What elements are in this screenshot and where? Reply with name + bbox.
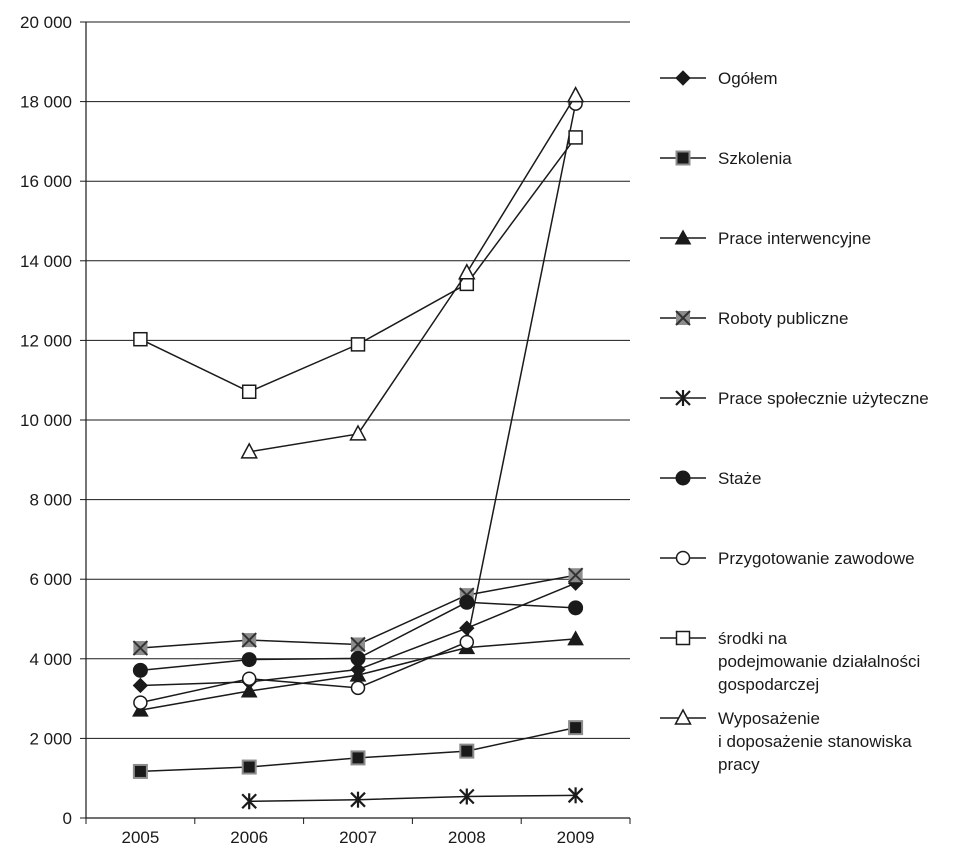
data-point	[132, 763, 148, 779]
y-tick-label: 4 000	[29, 650, 72, 669]
series-6	[133, 96, 583, 710]
legend-label: środki na	[718, 629, 788, 648]
data-series	[132, 86, 585, 810]
series-line	[249, 95, 577, 453]
legend-label: Roboty publiczne	[718, 309, 848, 328]
series-line	[140, 103, 577, 704]
series-3	[132, 567, 584, 656]
data-point	[459, 743, 475, 759]
legend-label: Ogółem	[718, 69, 778, 88]
series-line	[140, 574, 576, 649]
series-line	[249, 794, 576, 803]
legend-entry: Staże	[660, 469, 761, 488]
series-line	[140, 136, 577, 393]
data-point	[241, 793, 257, 810]
x-tick-label: 2009	[557, 828, 595, 847]
data-point	[568, 130, 583, 145]
data-point	[133, 331, 148, 347]
x-tick-label: 2005	[121, 828, 159, 847]
series-7	[133, 130, 583, 399]
legend-entry: środki na podejmowanie działalności gospod…	[660, 629, 920, 694]
data-point	[350, 650, 366, 666]
series-8	[240, 86, 585, 459]
series-4	[241, 787, 584, 810]
data-point	[674, 229, 692, 245]
y-tick-label: 2 000	[29, 729, 72, 748]
x-tick-label: 2007	[339, 828, 377, 847]
legend-label: podejmowanie działalności	[718, 652, 920, 671]
legend-entry: Prace interwencyjne	[660, 229, 871, 248]
legend-label: Szkolenia	[718, 149, 792, 168]
legend-entry: Wyposażenie i doposażenie stanowiska pracy	[660, 708, 912, 774]
data-point	[133, 695, 148, 710]
legend-entry: Ogółem	[660, 69, 778, 88]
legend-label: Przygotowanie zawodowe	[718, 549, 915, 568]
data-point	[674, 708, 692, 725]
y-tick-label: 16 000	[20, 172, 72, 191]
data-point	[567, 630, 584, 646]
data-point	[675, 70, 691, 86]
data-point	[459, 594, 475, 610]
legend-label: pracy	[718, 755, 760, 774]
data-point	[349, 424, 367, 441]
data-point	[459, 788, 475, 805]
grid-lines	[86, 21, 630, 739]
legend-label: Prace społecznie użyteczne	[718, 389, 929, 408]
data-point	[132, 662, 148, 678]
data-point	[350, 680, 366, 696]
legend-label: i doposażenie stanowiska	[718, 732, 912, 751]
data-point	[241, 671, 257, 686]
data-point	[567, 567, 584, 583]
data-point	[241, 384, 257, 399]
data-point	[458, 263, 476, 280]
data-point	[568, 600, 584, 616]
data-point	[675, 390, 691, 406]
legend-entry: Przygotowanie zawodowe	[660, 549, 915, 568]
data-point	[675, 550, 691, 566]
data-point	[350, 791, 366, 808]
data-point	[132, 677, 149, 694]
series-5	[132, 594, 584, 678]
data-point	[459, 634, 475, 650]
data-point	[675, 630, 691, 646]
legend-label: Wyposażenie	[718, 709, 820, 728]
tick-labels: 0 2 000 4 000 6 000 8 000 10 000 12 000 14 000 1…	[20, 13, 595, 847]
y-tick-label: 12 000	[20, 331, 72, 350]
legend-entry: Prace społecznie użyteczne	[660, 389, 929, 408]
data-point	[675, 470, 691, 486]
x-tick-label: 2006	[230, 828, 268, 847]
legend: Ogółem Szkolenia Prace interwencyjne Roboty…	[660, 69, 929, 774]
y-tick-label: 18 000	[20, 93, 72, 112]
data-point	[241, 652, 257, 668]
y-tick-label: 14 000	[20, 252, 72, 271]
data-point	[566, 86, 585, 103]
data-point	[350, 337, 366, 352]
axes	[80, 21, 631, 824]
y-tick-label: 10 000	[20, 411, 72, 430]
legend-label: Prace interwencyjne	[718, 229, 871, 248]
data-point	[240, 442, 258, 459]
data-point	[241, 759, 257, 775]
legend-entry: Roboty publiczne	[660, 309, 848, 328]
y-tick-label: 20 000	[20, 13, 72, 32]
data-point	[567, 787, 584, 804]
x-tick-label: 2008	[448, 828, 486, 847]
y-tick-label: 8 000	[29, 491, 72, 510]
legend-label: Staże	[718, 469, 761, 488]
legend-label: gospodarczej	[718, 675, 819, 694]
data-point	[350, 636, 366, 653]
series-1	[132, 720, 584, 779]
data-point	[459, 620, 475, 636]
data-point	[132, 640, 149, 656]
y-tick-label: 6 000	[29, 570, 72, 589]
data-point	[350, 750, 366, 766]
data-point	[568, 720, 584, 736]
data-point	[675, 150, 691, 166]
y-tick-label: 0	[63, 809, 72, 828]
data-point	[675, 310, 691, 326]
legend-entry: Szkolenia	[660, 149, 792, 168]
data-point	[241, 632, 257, 648]
data-point	[240, 682, 258, 698]
